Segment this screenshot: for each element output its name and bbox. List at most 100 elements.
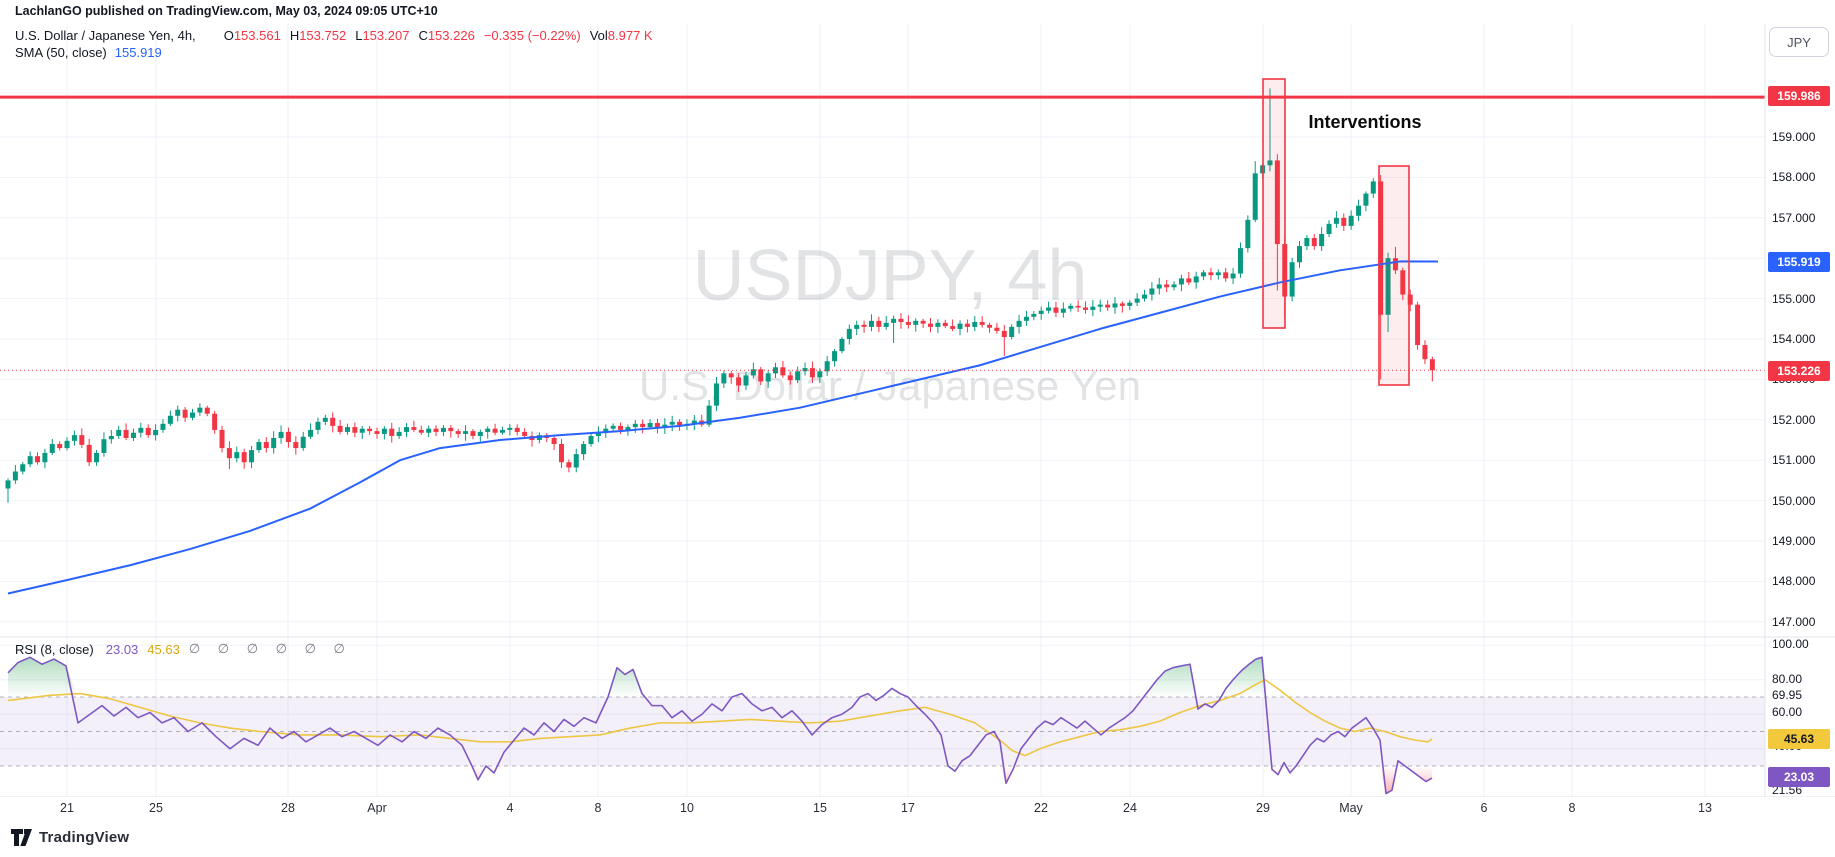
candle[interactable]: [278, 431, 284, 438]
candle[interactable]: [108, 435, 114, 440]
candle[interactable]: [219, 429, 225, 449]
candle[interactable]: [780, 367, 786, 376]
candle[interactable]: [1304, 238, 1310, 247]
candle[interactable]: [477, 431, 483, 436]
candle[interactable]: [994, 327, 1000, 331]
candle[interactable]: [802, 368, 808, 372]
candle[interactable]: [359, 428, 365, 433]
date-tick-label[interactable]: 10: [680, 801, 694, 815]
candle[interactable]: [212, 413, 218, 430]
candle[interactable]: [640, 423, 646, 428]
candle[interactable]: [559, 444, 564, 463]
candle[interactable]: [846, 328, 852, 339]
candle[interactable]: [418, 429, 424, 433]
candle[interactable]: [861, 324, 867, 327]
candle[interactable]: [145, 427, 151, 436]
candle[interactable]: [1171, 284, 1177, 288]
candle[interactable]: [463, 431, 469, 434]
candle[interactable]: [1053, 307, 1059, 313]
candle[interactable]: [1001, 330, 1007, 337]
candle[interactable]: [1319, 233, 1325, 247]
candle[interactable]: [1415, 304, 1421, 346]
candle[interactable]: [344, 427, 350, 432]
candle[interactable]: [396, 431, 402, 436]
candle[interactable]: [1090, 306, 1096, 310]
candle[interactable]: [374, 431, 380, 434]
interventions-annotation[interactable]: Interventions: [1308, 112, 1422, 132]
candle[interactable]: [669, 421, 675, 425]
candle[interactable]: [972, 322, 978, 327]
candle[interactable]: [632, 423, 638, 428]
candle[interactable]: [271, 437, 277, 449]
candle[interactable]: [226, 448, 232, 459]
date-tick-label[interactable]: 29: [1256, 801, 1270, 815]
candle[interactable]: [1245, 219, 1251, 249]
candle[interactable]: [1400, 270, 1406, 295]
candle[interactable]: [957, 323, 963, 329]
candle[interactable]: [588, 435, 594, 445]
candle[interactable]: [928, 323, 933, 327]
candle[interactable]: [920, 320, 926, 324]
candle[interactable]: [1178, 278, 1184, 285]
candle[interactable]: [891, 318, 897, 323]
candle[interactable]: [35, 456, 41, 463]
candle[interactable]: [64, 440, 70, 449]
candle[interactable]: [1149, 288, 1155, 295]
candle[interactable]: [234, 452, 240, 459]
candle[interactable]: [1378, 181, 1384, 315]
candle[interactable]: [123, 429, 129, 438]
candle[interactable]: [411, 427, 417, 430]
candle[interactable]: [241, 452, 247, 463]
candle[interactable]: [5, 480, 11, 489]
date-tick-label[interactable]: 4: [506, 801, 514, 815]
candle[interactable]: [1407, 294, 1413, 305]
candle[interactable]: [1075, 305, 1081, 308]
date-tick-label[interactable]: May: [1339, 801, 1363, 815]
candle[interactable]: [1038, 310, 1044, 314]
candle[interactable]: [167, 415, 173, 424]
candle[interactable]: [1023, 316, 1029, 321]
candle[interactable]: [57, 444, 63, 449]
candle[interactable]: [182, 409, 188, 418]
candle[interactable]: [706, 405, 712, 425]
candle[interactable]: [1341, 217, 1347, 226]
sma-title[interactable]: SMA (50, close): [15, 45, 107, 60]
candle[interactable]: [691, 420, 697, 424]
candle[interactable]: [964, 323, 970, 327]
candle[interactable]: [551, 437, 557, 445]
candle[interactable]: [603, 428, 609, 432]
candle[interactable]: [595, 431, 601, 436]
date-tick-label[interactable]: 15: [813, 801, 827, 815]
candle[interactable]: [1156, 284, 1162, 289]
date-tick-label[interactable]: Apr: [367, 801, 387, 815]
candle[interactable]: [1164, 284, 1170, 288]
candle[interactable]: [470, 431, 476, 436]
candle[interactable]: [625, 427, 631, 430]
symbol-title[interactable]: U.S. Dollar / Japanese Yen, 4h,: [15, 28, 196, 43]
candle[interactable]: [1193, 276, 1199, 283]
candle[interactable]: [942, 322, 948, 327]
candle[interactable]: [581, 444, 587, 455]
candle[interactable]: [507, 427, 513, 430]
candle[interactable]: [1068, 305, 1074, 309]
candle[interactable]: [522, 431, 528, 436]
currency-toggle-button[interactable]: JPY: [1769, 27, 1829, 57]
candle[interactable]: [1363, 193, 1369, 206]
candle[interactable]: [647, 423, 653, 428]
candle[interactable]: [750, 369, 756, 376]
candle[interactable]: [1392, 258, 1398, 271]
candle[interactable]: [485, 428, 491, 432]
candle[interactable]: [1142, 294, 1148, 299]
candle[interactable]: [728, 373, 734, 378]
candle[interactable]: [330, 417, 336, 426]
candle[interactable]: [677, 421, 683, 426]
candle[interactable]: [1356, 205, 1362, 216]
date-tick-label[interactable]: 25: [149, 801, 163, 815]
candle[interactable]: [765, 373, 771, 382]
candle[interactable]: [824, 361, 830, 372]
date-axis[interactable]: 21 25 28 Apr 4 8 10 15 17 22 24 29 May 6 8 13: [0, 797, 1835, 857]
candle[interactable]: [337, 425, 343, 432]
candle[interactable]: [256, 442, 262, 451]
candle[interactable]: [71, 435, 77, 441]
